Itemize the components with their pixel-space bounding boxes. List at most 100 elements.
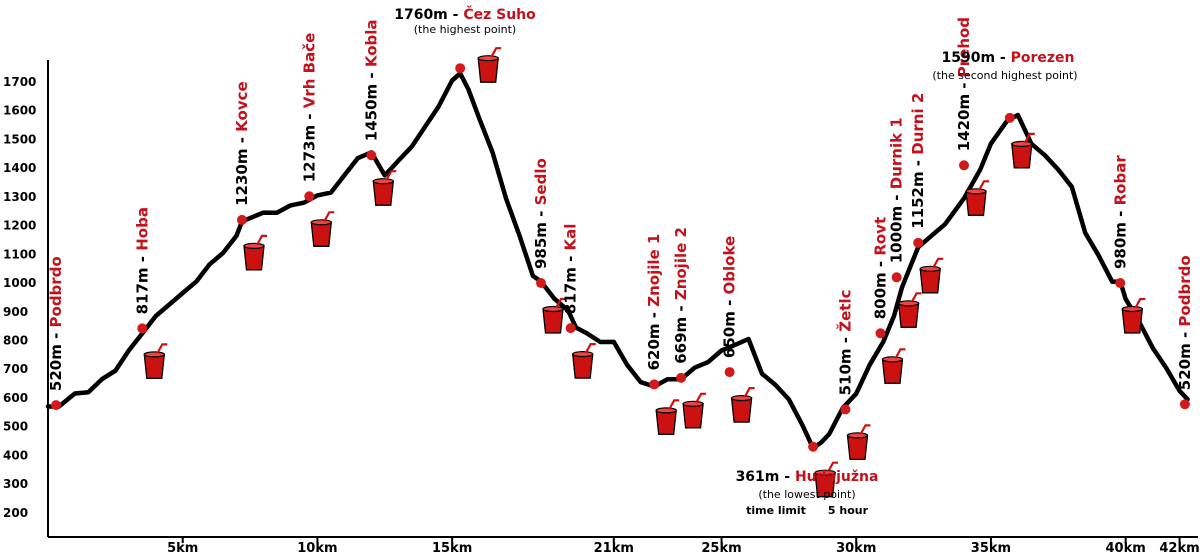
cup-straw <box>859 424 871 435</box>
cup-body <box>571 353 594 379</box>
highest-point-note: (the highest point) <box>414 23 516 36</box>
drink-cup-icon <box>310 211 335 247</box>
drink-cup-icon <box>542 297 566 334</box>
cup-body <box>655 409 677 436</box>
y-tick-label: 1000 <box>3 276 36 290</box>
cup-straw <box>256 234 267 246</box>
y-tick-label: 1600 <box>3 104 36 118</box>
station-label: 1230m - Kovce <box>233 81 251 206</box>
cup-body <box>372 180 395 206</box>
station-label: 1273m - Vrh Bače <box>300 33 318 183</box>
station-label: 1000m - Durnik 1 <box>888 117 906 263</box>
cup-straw <box>385 170 397 181</box>
profile-layer <box>45 71 1190 451</box>
station-marker <box>724 367 735 378</box>
station-name: Prehod <box>955 17 973 77</box>
cup-body <box>919 268 941 294</box>
y-tick-label: 1400 <box>3 161 36 175</box>
station-marker <box>536 278 547 289</box>
axes: 1700 1600 1500 1400 1300 1200 1100 1000 900 800 70… <box>3 60 1200 555</box>
cup-body <box>730 397 753 423</box>
station-marker <box>676 372 687 383</box>
station-name: Znojile 2 <box>672 227 690 300</box>
cup-body <box>243 245 265 271</box>
cup-straw <box>1134 297 1146 309</box>
station-name: Vrh Bače <box>300 33 318 109</box>
cup-straw <box>932 257 944 269</box>
station-name: Durnik 1 <box>888 117 906 189</box>
x-tick-label: 25km <box>701 541 741 555</box>
drink-cup-icon <box>1121 297 1146 334</box>
y-tick-label: 1700 <box>3 75 36 89</box>
cup-straw <box>156 343 168 354</box>
y-tick-label: 600 <box>3 391 28 405</box>
y-tick-label: 1300 <box>3 190 36 204</box>
cup-rim <box>1121 305 1143 313</box>
station-name: Rovt <box>872 217 890 256</box>
cup-straw <box>827 461 839 473</box>
station-marker <box>1115 278 1126 289</box>
y-tick-label: 1100 <box>3 247 36 261</box>
station-name: Durni 2 <box>909 93 927 155</box>
cup-straw <box>584 343 596 354</box>
drink-stations-layer <box>143 47 1146 498</box>
station-marker <box>808 441 819 452</box>
station-altitude: 510m - <box>837 332 855 396</box>
station-marker <box>840 404 851 415</box>
station-marker <box>1004 112 1015 123</box>
station-name: Kobla <box>362 19 380 67</box>
station-name: Žetlc <box>836 290 855 332</box>
cup-rim <box>243 242 265 249</box>
x-tick-label: 15km <box>432 541 472 555</box>
station-altitude: 1230m - <box>233 132 251 206</box>
cup-straw <box>1023 132 1035 144</box>
station-altitude: 980m - <box>1111 205 1129 269</box>
station-marker <box>304 191 315 202</box>
drink-cup-icon <box>655 399 680 436</box>
drink-cup-icon <box>571 343 596 379</box>
station-label: 817m - Kal <box>562 224 580 315</box>
station-altitude: 650m - <box>721 294 739 358</box>
cup-body <box>682 403 704 429</box>
station-name: Znojile 1 <box>645 234 663 307</box>
station-label: 650m - Obloke <box>721 236 739 358</box>
station-label: 800m - Rovt <box>872 217 890 319</box>
second-highest-note: (the second highest point) <box>932 69 1077 82</box>
station-label: 520m - Podbrdo <box>47 256 65 391</box>
cup-body <box>143 353 166 380</box>
station-marker <box>891 272 902 283</box>
station-altitude: 520m - <box>1176 327 1194 391</box>
station-altitude: 1000m - <box>888 189 906 263</box>
cup-straw <box>323 211 335 222</box>
station-altitude: 520m - <box>47 327 65 391</box>
cup-body <box>965 190 987 216</box>
x-tick-label: 40km <box>1105 541 1145 555</box>
station-altitude: 985m - <box>532 205 550 269</box>
station-marker <box>959 160 969 171</box>
station-altitude: 620m - <box>645 307 663 371</box>
y-tick-label: 200 <box>3 506 28 520</box>
cup-body <box>542 308 564 334</box>
cup-rim <box>897 300 920 307</box>
station-label: 1450m - Kobla <box>362 19 380 141</box>
cup-rim <box>965 188 987 195</box>
drink-cup-icon <box>1011 132 1035 169</box>
highest-point-label: 1760m - Čez Suho <box>394 5 536 23</box>
station-altitude: 817m - <box>133 251 151 315</box>
cup-straw <box>743 387 755 398</box>
cup-body <box>897 302 920 328</box>
drink-cup-icon <box>846 424 871 461</box>
station-name: Obloke <box>721 236 739 295</box>
cup-rim <box>310 219 332 226</box>
station-label: 980m - Robar <box>1111 155 1129 269</box>
station-name: Hoba <box>133 207 151 251</box>
drink-cup-icon <box>814 461 839 498</box>
cup-straw <box>910 292 922 303</box>
cup-body <box>1011 143 1033 169</box>
drink-cup-icon <box>965 180 989 216</box>
station-label: 510m - Žetlc <box>836 290 855 396</box>
drink-cup-icon <box>682 392 707 429</box>
y-tick-label: 800 <box>3 333 28 347</box>
time-limit-label: time limit <box>746 504 806 517</box>
